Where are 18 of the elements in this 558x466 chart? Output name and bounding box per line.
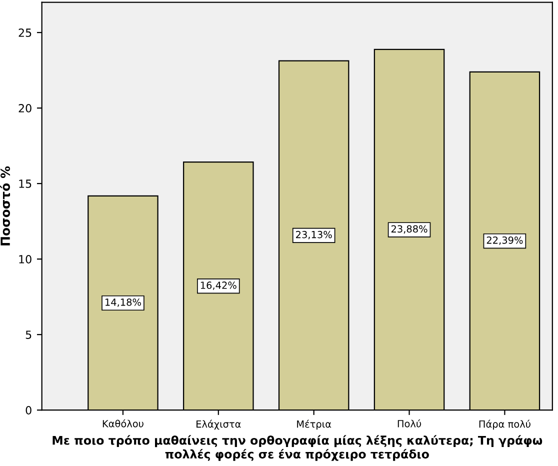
data-label: 23,88% (391, 225, 428, 234)
data-label: 14,18% (106, 298, 141, 307)
y-axis-title: Ποσοστό % (0, 166, 10, 246)
x-tick-label: Ελάχιστα (196, 420, 241, 430)
y-tick-label: 5 (26, 330, 32, 339)
y-tick-label: 10 (19, 255, 32, 264)
x-axis-title: Με ποιο τρόπο μαθαίνεις την ορθογραφία μίας λέξης καλύτερα; Τη γράφω πολλές φορές σε ένα πρόχειρο τετράδιο (52, 435, 542, 461)
data-label: 23,13% (296, 230, 332, 240)
y-tick-label: 0 (26, 406, 32, 414)
y-tick-label: 15 (19, 180, 32, 188)
x-tick-label: Πάρα πολύ (479, 420, 530, 430)
data-label: 22,39% (486, 236, 523, 245)
data-label: 16,42% (200, 282, 236, 290)
x-tick-label: Πολύ (398, 419, 422, 428)
y-tick-label: 20 (18, 104, 32, 112)
x-tick-label: Καθόλου (102, 419, 144, 428)
y-tick-label: 25 (18, 28, 32, 37)
x-tick-label: Μέτρια (297, 420, 332, 430)
